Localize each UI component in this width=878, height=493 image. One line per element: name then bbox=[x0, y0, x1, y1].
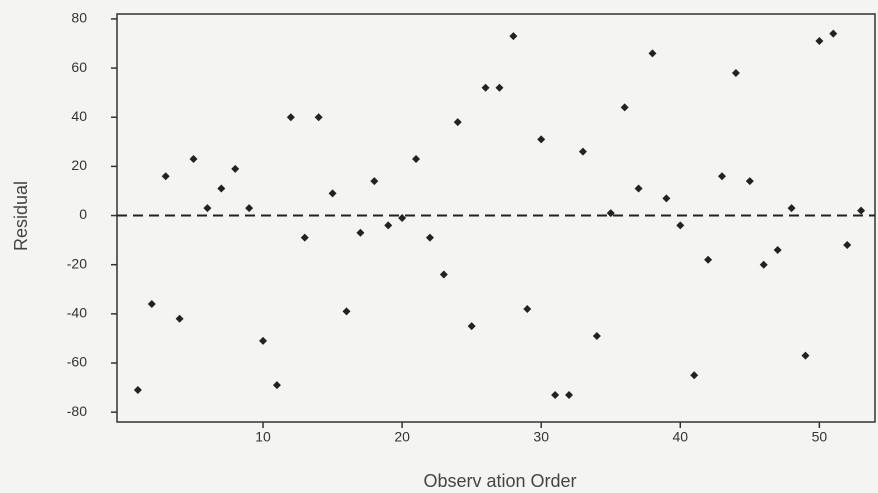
y-tick-label: 20 bbox=[71, 157, 87, 173]
point bbox=[523, 304, 532, 313]
point bbox=[356, 228, 365, 237]
y-tick-label: -60 bbox=[67, 354, 87, 370]
point bbox=[412, 155, 421, 164]
point bbox=[203, 204, 212, 213]
y-tick-label: 40 bbox=[71, 108, 87, 124]
x-tick-label: 30 bbox=[533, 429, 549, 445]
point bbox=[259, 336, 268, 345]
x-tick-label: 20 bbox=[394, 429, 410, 445]
point bbox=[759, 260, 768, 269]
point bbox=[648, 49, 657, 58]
point bbox=[133, 386, 142, 395]
y-tick-label: -40 bbox=[67, 305, 87, 321]
point bbox=[467, 322, 476, 331]
point bbox=[245, 204, 254, 213]
plot-frame bbox=[116, 13, 876, 423]
point bbox=[481, 83, 490, 92]
point bbox=[217, 184, 226, 193]
point bbox=[272, 381, 281, 390]
point bbox=[690, 371, 699, 380]
x-tick-label: 10 bbox=[255, 429, 271, 445]
point bbox=[537, 135, 546, 144]
point bbox=[773, 245, 782, 254]
point bbox=[578, 147, 587, 156]
y-tick-label: -80 bbox=[67, 403, 87, 419]
x-tick-label: 40 bbox=[672, 429, 688, 445]
point bbox=[425, 233, 434, 242]
point bbox=[634, 184, 643, 193]
y-tick-label: -20 bbox=[67, 255, 87, 271]
y-tick-label: 80 bbox=[71, 10, 87, 26]
point bbox=[453, 118, 462, 127]
point bbox=[718, 172, 727, 181]
point bbox=[314, 113, 323, 122]
point bbox=[147, 300, 156, 309]
x-axis-title: Observ ation Order bbox=[423, 471, 576, 491]
point bbox=[398, 214, 407, 222]
point bbox=[342, 307, 351, 316]
point bbox=[495, 83, 504, 92]
point bbox=[857, 206, 866, 215]
point bbox=[620, 103, 629, 112]
point bbox=[189, 155, 198, 164]
point bbox=[843, 241, 852, 250]
point bbox=[300, 233, 309, 242]
point bbox=[745, 177, 754, 186]
point bbox=[370, 177, 379, 186]
point bbox=[551, 390, 560, 399]
point bbox=[676, 221, 685, 230]
point bbox=[592, 331, 601, 340]
point bbox=[815, 37, 824, 46]
point bbox=[606, 209, 615, 218]
y-axis-title: Residual bbox=[11, 181, 31, 251]
point bbox=[286, 113, 295, 122]
point bbox=[731, 68, 740, 77]
point bbox=[161, 172, 170, 181]
point bbox=[787, 204, 796, 213]
point bbox=[509, 32, 518, 41]
point bbox=[175, 314, 184, 323]
y-tick-label: 60 bbox=[71, 59, 87, 75]
y-tick-label: 0 bbox=[79, 206, 87, 222]
point bbox=[829, 29, 838, 38]
point bbox=[662, 194, 671, 203]
point bbox=[384, 221, 393, 230]
point bbox=[231, 164, 240, 173]
point bbox=[439, 270, 448, 279]
point bbox=[704, 255, 713, 264]
x-tick-label: 50 bbox=[812, 429, 828, 445]
point bbox=[328, 189, 337, 198]
point bbox=[801, 351, 810, 360]
point bbox=[565, 390, 574, 399]
